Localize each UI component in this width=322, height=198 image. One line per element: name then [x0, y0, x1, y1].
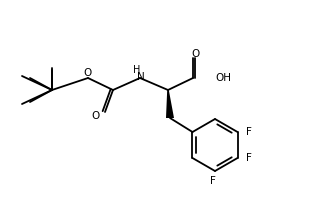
Text: F: F [246, 153, 251, 163]
Text: H: H [133, 65, 141, 75]
Text: N: N [137, 72, 145, 82]
Text: F: F [246, 127, 251, 137]
Polygon shape [166, 90, 174, 118]
Text: O: O [84, 68, 92, 78]
Text: O: O [192, 49, 200, 59]
Text: O: O [91, 111, 99, 121]
Text: F: F [210, 176, 216, 186]
Text: OH: OH [215, 73, 231, 83]
